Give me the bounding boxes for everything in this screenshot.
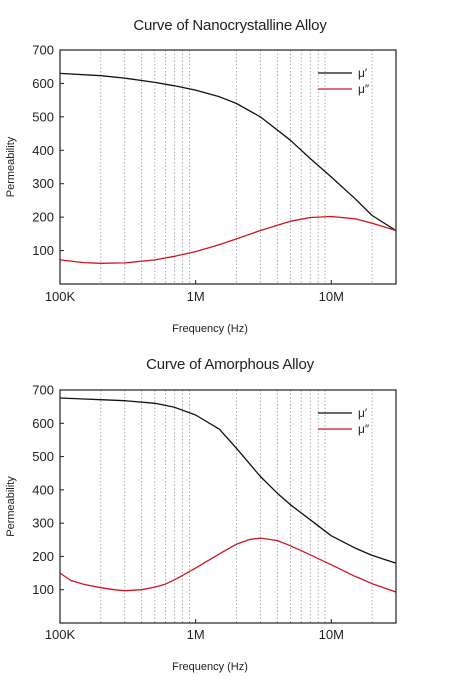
chart-1-y-tick-label: 400 <box>32 143 54 158</box>
chart-1-grid <box>100 50 373 284</box>
chart-1-y-tick-label: 600 <box>32 76 54 91</box>
chart-2-y-tick-label: 600 <box>32 416 54 431</box>
chart-1: Curve of Nanocrystalline Alloy 100K 1M 10M 1… <box>5 17 397 335</box>
chart-1-title: Curve of Nanocrystalline Alloy <box>133 17 327 34</box>
chart-2-x-tick-label: 10M <box>319 627 344 642</box>
chart-1-x-tick-label: 10M <box>319 289 344 304</box>
chart-1-legend: μ′ μ″ <box>318 66 370 96</box>
chart-1-x-axis-title: Frequency (Hz) <box>172 323 248 335</box>
chart-1-x-tick-label: 1M <box>187 289 205 304</box>
chart-1-y-tick-label: 100 <box>32 243 54 258</box>
chart-2-plot-frame <box>59 389 397 624</box>
chart-1-y-tick-label: 700 <box>32 43 54 58</box>
chart-1-y-axis-title: Permeability <box>5 136 17 197</box>
chart-2-series-1-line <box>59 397 397 564</box>
chart-1-y-tick-label: 200 <box>32 210 54 225</box>
chart-2-legend-label-1: μ′ <box>358 406 368 420</box>
chart-2-title: Curve of Amorphous Alloy <box>146 356 314 373</box>
chart-2-y-tick-label: 500 <box>32 449 54 464</box>
chart-1-plot-frame <box>59 49 397 285</box>
chart-1-series-2-line <box>59 215 397 264</box>
chart-2-y-tick-label: 700 <box>32 383 54 398</box>
chart-1-x-tick-label: 100K <box>45 289 76 304</box>
chart-2: Curve of Amorphous Alloy 100K 1M 10M 100 200 3… <box>5 356 397 673</box>
chart-2-x-axis-title: Frequency (Hz) <box>172 661 248 673</box>
chart-1-series-1-line <box>59 72 397 232</box>
chart-2-y-tick-label: 400 <box>32 482 54 497</box>
chart-2-legend: μ′ μ″ <box>318 406 370 436</box>
chart-2-y-tick-label: 300 <box>32 516 54 531</box>
chart-2-x-tick-label: 100K <box>45 627 76 642</box>
chart-2-legend-label-2: μ″ <box>358 422 370 436</box>
chart-1-y-tick-label: 500 <box>32 109 54 124</box>
chart-1-legend-label-1: μ′ <box>358 66 368 80</box>
chart-2-series-2-line <box>59 537 397 593</box>
chart-2-y-tick-label: 100 <box>32 582 54 597</box>
chart-2-y-axis-title: Permeability <box>5 476 17 537</box>
chart-1-legend-label-2: μ″ <box>358 82 370 96</box>
chart-2-grid <box>100 390 373 623</box>
chart-2-x-tick-label: 1M <box>187 627 205 642</box>
chart-1-y-tick-label: 300 <box>32 176 54 191</box>
chart-2-y-tick-label: 200 <box>32 549 54 564</box>
